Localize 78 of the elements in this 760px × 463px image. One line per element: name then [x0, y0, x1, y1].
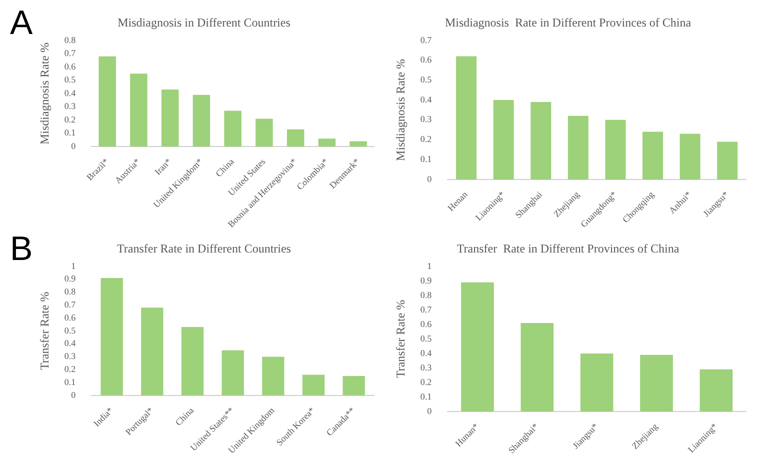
y-tick-label: 0.2	[64, 364, 76, 374]
bar	[318, 138, 336, 147]
y-tick-label: 0.3	[64, 351, 76, 362]
y-tick-label: 0.6	[64, 61, 76, 72]
text: A	[10, 4, 33, 43]
y-tick-label: 1	[427, 260, 432, 271]
bar	[605, 120, 626, 180]
chart-title: Transfer Rate in Different Provinces of China	[456, 241, 680, 256]
y-tick-label: 0.8	[420, 290, 432, 300]
y-tick-label: 0.1	[420, 391, 432, 402]
bar	[642, 132, 664, 180]
bar	[342, 376, 365, 396]
bar	[493, 100, 514, 180]
bar	[100, 278, 123, 396]
y-tick-label: 0.2	[420, 134, 432, 144]
bar	[141, 308, 164, 396]
bar	[530, 102, 552, 180]
y-tick-label: 0.2	[64, 114, 76, 124]
bar	[350, 141, 367, 147]
bar	[680, 134, 700, 180]
bar	[302, 374, 325, 396]
y-tick-label: 0	[71, 390, 76, 400]
y-tick-label: 0.3	[420, 362, 432, 372]
chart-title: Misdiagnosis Rate in Different Provinces of China	[444, 15, 692, 30]
bar	[161, 90, 179, 147]
chart-title: Transfer Rate in Different Countries	[117, 241, 292, 256]
y-axis-title: Misdiagnosis Rate %	[37, 42, 52, 145]
bar	[568, 116, 588, 180]
y-tick-label: 0.1	[64, 376, 76, 387]
y-tick-label: 0.8	[64, 286, 76, 297]
y-tick-label: 0.7	[420, 34, 432, 45]
y-axis-title: Transfer Rate %	[37, 292, 52, 370]
y-tick-label: 0.4	[64, 88, 76, 98]
y-tick-label: 0	[427, 406, 432, 416]
y-tick-label: 0.6	[420, 54, 432, 65]
bar	[181, 327, 204, 396]
bar	[98, 56, 116, 147]
y-tick-label: 0.5	[420, 74, 432, 84]
y-tick-label: 0.8	[64, 34, 76, 45]
bar	[256, 118, 273, 147]
y-tick-label: 0.6	[420, 318, 432, 329]
y-tick-label: 0.3	[420, 114, 432, 124]
bar	[222, 350, 244, 396]
text: B	[10, 230, 33, 269]
y-tick-label: 0.5	[64, 325, 76, 336]
bar	[286, 129, 304, 147]
bar	[192, 94, 210, 147]
bar	[262, 356, 284, 396]
y-tick-label: 0.9	[64, 274, 76, 284]
bar	[520, 322, 554, 412]
y-tick-label: 0.5	[420, 333, 432, 344]
bar	[717, 142, 738, 180]
y-tick-label: 0.1	[64, 128, 76, 138]
y-tick-label: 0.5	[64, 74, 76, 85]
y-tick-label: 0.1	[420, 154, 432, 164]
y-tick-label: 0	[427, 174, 432, 184]
bar	[640, 354, 673, 412]
y-tick-label: 0.4	[64, 338, 76, 348]
y-tick-label: 0.7	[64, 299, 76, 310]
bar	[700, 369, 733, 412]
y-axis-title: Transfer Rate %	[393, 300, 408, 378]
y-tick-label: 0	[71, 140, 76, 151]
bar	[224, 110, 242, 147]
y-tick-label: 0.9	[420, 275, 432, 286]
y-tick-label: 0.6	[64, 312, 76, 322]
bar	[461, 282, 494, 412]
y-tick-label: 1	[71, 260, 76, 271]
bar	[130, 74, 148, 147]
chart-title: Misdiagnosis in Different Countries	[118, 15, 291, 30]
y-tick-label: 0.7	[64, 48, 76, 58]
y-tick-label: 0.4	[420, 348, 432, 358]
bar	[456, 56, 477, 180]
y-axis-title: Misdiagnosis Rate %	[393, 58, 408, 161]
y-tick-label: 0.4	[420, 94, 432, 104]
y-tick-label: 0.2	[420, 376, 432, 387]
y-tick-label: 0.7	[420, 304, 432, 314]
y-tick-label: 0.3	[64, 101, 76, 112]
bar	[580, 353, 614, 412]
